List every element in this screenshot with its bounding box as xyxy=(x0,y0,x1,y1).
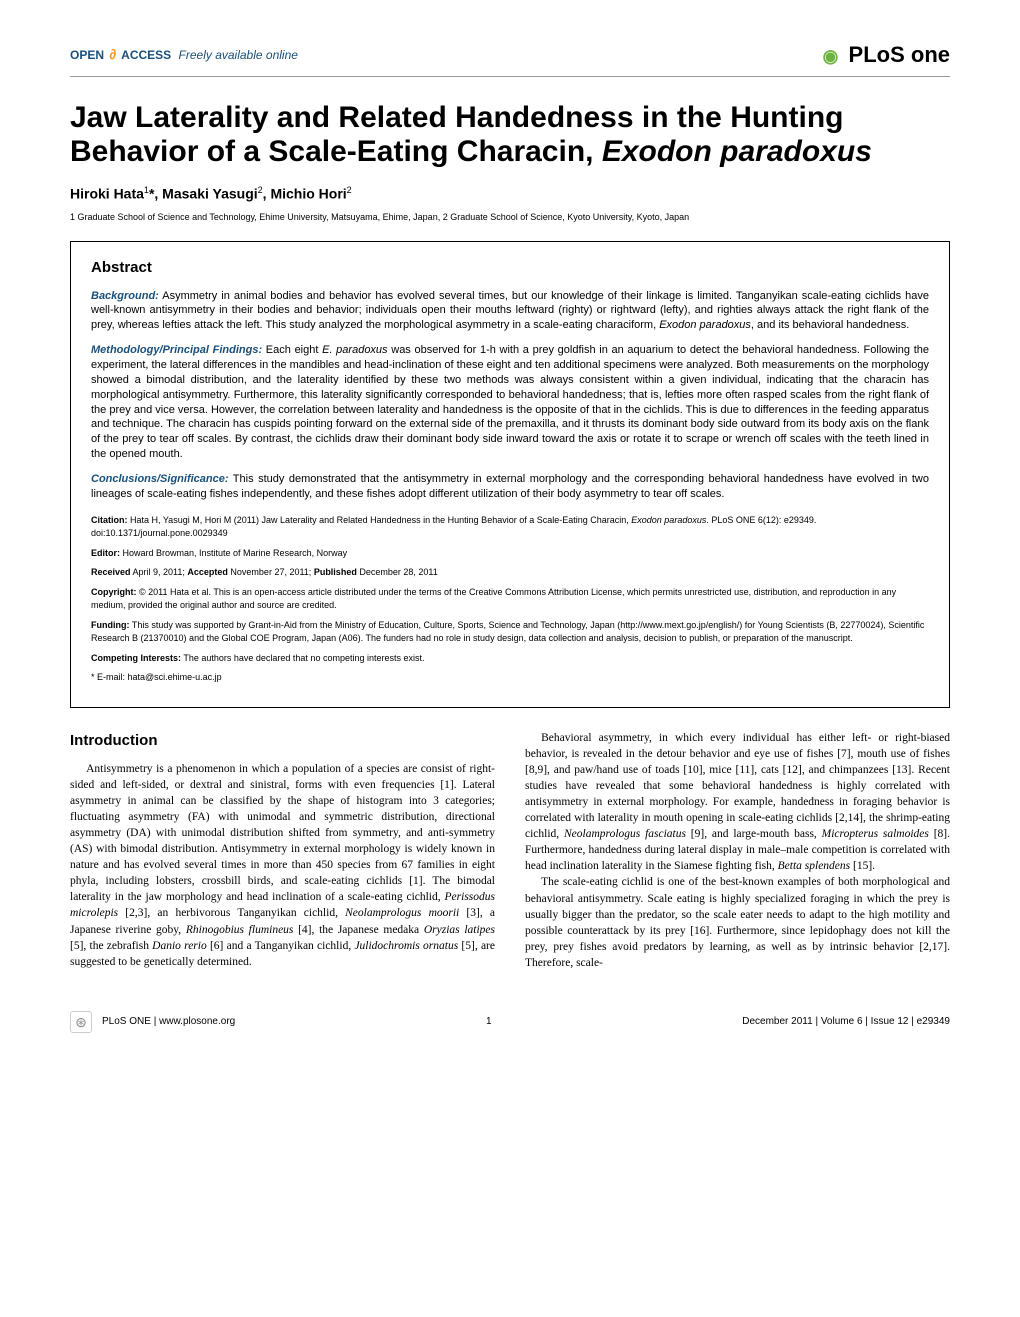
open-label: OPEN xyxy=(70,48,104,62)
published-label: Published xyxy=(314,567,357,577)
published-text: December 28, 2011 xyxy=(357,567,438,577)
plos-one-logo: ◉ PLoS one xyxy=(823,40,950,70)
open-access-icon: ∂ xyxy=(109,46,116,62)
background-lead: Background: xyxy=(91,290,159,302)
abstract-methods: Methodology/Principal Findings: Each eig… xyxy=(91,343,929,462)
intro-p1s4: Oryzias latipes xyxy=(424,924,495,936)
intro-p1e: [5], the zebrafish xyxy=(70,940,152,952)
author-2: Masaki Yasugi xyxy=(162,185,257,201)
column-left: Introduction Antisymmetry is a phenomeno… xyxy=(70,730,495,971)
received-label: Received xyxy=(91,567,131,577)
competing-line: Competing Interests: The authors have de… xyxy=(91,652,929,666)
background-tail: , and its behavioral handedness. xyxy=(751,319,909,331)
footer-logo-icon: ⊛ xyxy=(70,1011,92,1033)
intro-p1a: Antisymmetry is a phenomenon in which a … xyxy=(70,763,495,904)
editor-line: Editor: Howard Browman, Institute of Mar… xyxy=(91,547,929,561)
affiliations: 1 Graduate School of Science and Technol… xyxy=(70,211,950,223)
intro-p1s5: Danio rerio xyxy=(152,940,207,952)
citation-line: Citation: Hata H, Yasugi M, Hori M (2011… xyxy=(91,514,929,541)
author-3: Michio Hori xyxy=(270,185,346,201)
footer-page: 1 xyxy=(486,1015,492,1029)
intro-p2d: [15]. xyxy=(850,860,875,872)
methods-species: E. paradoxus xyxy=(322,344,387,356)
copyright-label: Copyright: xyxy=(91,587,137,597)
footer-journal: PLoS ONE | www.plosone.org xyxy=(102,1015,235,1029)
article-title: Jaw Laterality and Related Handedness in… xyxy=(70,101,950,170)
conclusions-lead: Conclusions/Significance: xyxy=(91,473,229,485)
intro-p3: The scale-eating cichlid is one of the b… xyxy=(525,874,950,971)
methods-tail: was observed for 1-h with a prey goldfis… xyxy=(91,344,929,460)
column-right: Behavioral asymmetry, in which every ind… xyxy=(525,730,950,971)
abstract-conclusions: Conclusions/Significance: This study dem… xyxy=(91,472,929,502)
received-text: April 9, 2011; xyxy=(131,567,188,577)
editor-text: Howard Browman, Institute of Marine Rese… xyxy=(120,548,347,558)
copyright-text: © 2011 Hata et al. This is an open-acces… xyxy=(91,587,896,611)
abstract-heading: Abstract xyxy=(91,258,929,278)
citation-species: Exodon paradoxus xyxy=(631,515,706,525)
methods-text: Each eight xyxy=(262,344,322,356)
author-1: Hiroki Hata xyxy=(70,185,144,201)
intro-p1: Antisymmetry is a phenomenon in which a … xyxy=(70,761,495,970)
accepted-text: November 27, 2011; xyxy=(228,567,314,577)
author-1-star: *, xyxy=(149,185,162,201)
meta-block: Citation: Hata H, Yasugi M, Hori M (2011… xyxy=(91,514,929,685)
citation-label: Citation: xyxy=(91,515,128,525)
intro-p2: Behavioral asymmetry, in which every ind… xyxy=(525,730,950,875)
one-text: one xyxy=(911,42,950,67)
competing-label: Competing Interests: xyxy=(91,653,181,663)
intro-p1s3: Rhinogobius flumineus xyxy=(186,924,294,936)
intro-p1d: [4], the Japanese medaka xyxy=(293,924,423,936)
competing-text: The authors have declared that no compet… xyxy=(181,653,424,663)
dates-line: Received April 9, 2011; Accepted Novembe… xyxy=(91,566,929,580)
editor-label: Editor: xyxy=(91,548,120,558)
page-footer: ⊛ PLoS ONE | www.plosone.org 1 December … xyxy=(70,1011,950,1033)
citation-text: Hata H, Yasugi M, Hori M (2011) Jaw Late… xyxy=(128,515,632,525)
footer-issue: December 2011 | Volume 6 | Issue 12 | e2… xyxy=(742,1015,950,1029)
intro-p1s6: Julidochromis ornatus xyxy=(354,940,458,952)
author-3-affil: 2 xyxy=(347,185,352,195)
intro-p1b: [2,3], an herbivorous Tanganyikan cichli… xyxy=(118,907,345,919)
intro-p2b: [9], and large-mouth bass, xyxy=(686,828,822,840)
copyright-line: Copyright: © 2011 Hata et al. This is an… xyxy=(91,586,929,613)
intro-p1s2: Neolamprologus moorii xyxy=(345,907,459,919)
funding-label: Funding: xyxy=(91,620,129,630)
intro-p2a: Behavioral asymmetry, in which every ind… xyxy=(525,732,950,841)
accepted-label: Accepted xyxy=(187,567,228,577)
funding-line: Funding: This study was supported by Gra… xyxy=(91,619,929,646)
open-access-badge: OPEN ∂ ACCESS Freely available online xyxy=(70,45,298,64)
plos-swirl-icon: ◉ xyxy=(823,46,839,66)
abstract-box: Abstract Background: Asymmetry in animal… xyxy=(70,241,950,707)
abstract-background: Background: Asymmetry in animal bodies a… xyxy=(91,289,929,334)
authors-line: Hiroki Hata1*, Masaki Yasugi2, Michio Ho… xyxy=(70,184,950,204)
intro-p2s2: Micropterus salmoides xyxy=(822,828,929,840)
background-species: Exodon paradoxus xyxy=(659,319,751,331)
funding-text: This study was supported by Grant-in-Aid… xyxy=(91,620,924,644)
body-columns: Introduction Antisymmetry is a phenomeno… xyxy=(70,730,950,971)
email-line: * E-mail: hata@sci.ehime-u.ac.jp xyxy=(91,671,929,685)
intro-p2s1: Neolamprologus fasciatus xyxy=(564,828,686,840)
header-bar: OPEN ∂ ACCESS Freely available online ◉ … xyxy=(70,40,950,77)
intro-heading: Introduction xyxy=(70,730,495,751)
freely-label: Freely available online xyxy=(179,48,298,62)
plos-text: PLoS xyxy=(849,42,905,67)
footer-left: ⊛ PLoS ONE | www.plosone.org xyxy=(70,1011,235,1033)
intro-p1f: [6] and a Tanganyikan cichlid, xyxy=(207,940,355,952)
methods-lead: Methodology/Principal Findings: xyxy=(91,344,262,356)
title-species: Exodon paradoxus xyxy=(602,135,872,168)
access-label: ACCESS xyxy=(121,48,171,62)
intro-p2s3: Betta splendens xyxy=(778,860,851,872)
